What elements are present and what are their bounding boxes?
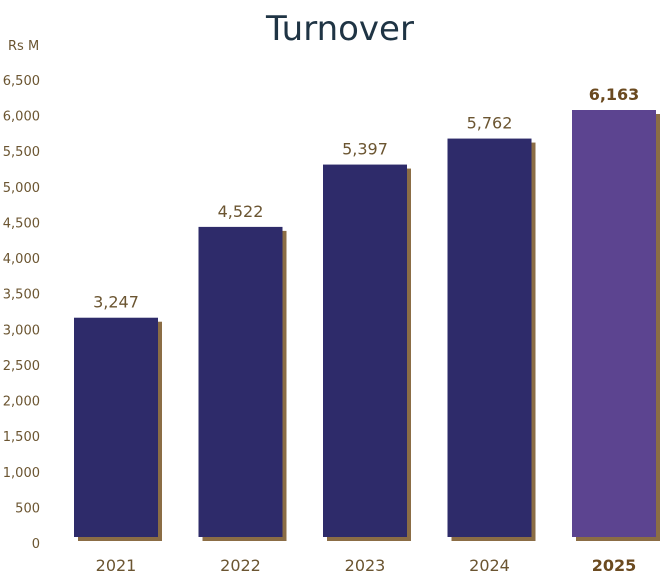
y-tick-label: 6,000 xyxy=(3,110,40,125)
y-tick-label: 3,000 xyxy=(3,323,40,338)
x-tick-label-2021: 2021 xyxy=(96,556,137,573)
y-tick-label: 2,000 xyxy=(3,395,40,410)
data-label-2023: 5,397 xyxy=(342,140,388,159)
y-tick-label: 4,000 xyxy=(3,252,40,267)
y-axis-unit-label: Rs M xyxy=(8,39,39,54)
data-label-2021: 3,247 xyxy=(93,293,139,312)
y-axis-ticks: 0 500 1,000 1,500 2,000 2,500 3,000 3,500 4,000 4… xyxy=(3,74,40,552)
bar-2021 xyxy=(74,317,158,537)
chart-title: Turnover xyxy=(265,9,414,49)
y-tick-label: 4,500 xyxy=(3,216,40,231)
data-label-2025: 6,163 xyxy=(589,85,640,104)
bar-2022 xyxy=(198,226,283,537)
y-tick-label: 5,000 xyxy=(3,181,40,196)
y-tick-label: 3,500 xyxy=(3,288,40,303)
bar-2025 xyxy=(572,110,656,538)
y-tick-label: 0 xyxy=(32,537,40,552)
x-tick-label-2024: 2024 xyxy=(469,556,510,573)
data-label-2022: 4,522 xyxy=(218,202,264,221)
data-label-2024: 5,762 xyxy=(467,114,513,133)
x-axis-ticks: 2021 2022 2023 2024 2025 xyxy=(96,556,637,573)
x-tick-label-2025: 2025 xyxy=(592,556,637,573)
y-tick-label: 6,500 xyxy=(3,74,40,89)
bar-2023 xyxy=(323,164,407,537)
bars-group: 3,247 4,522 5,397 5,762 6,163 xyxy=(74,85,660,542)
y-tick-label: 500 xyxy=(15,501,40,516)
x-tick-label-2023: 2023 xyxy=(345,556,386,573)
x-tick-label-2022: 2022 xyxy=(220,556,261,573)
y-tick-label: 5,500 xyxy=(3,145,40,160)
y-tick-label: 1,000 xyxy=(3,466,40,481)
y-tick-label: 2,500 xyxy=(3,359,40,374)
bar-2024 xyxy=(447,138,532,538)
y-tick-label: 1,500 xyxy=(3,430,40,445)
